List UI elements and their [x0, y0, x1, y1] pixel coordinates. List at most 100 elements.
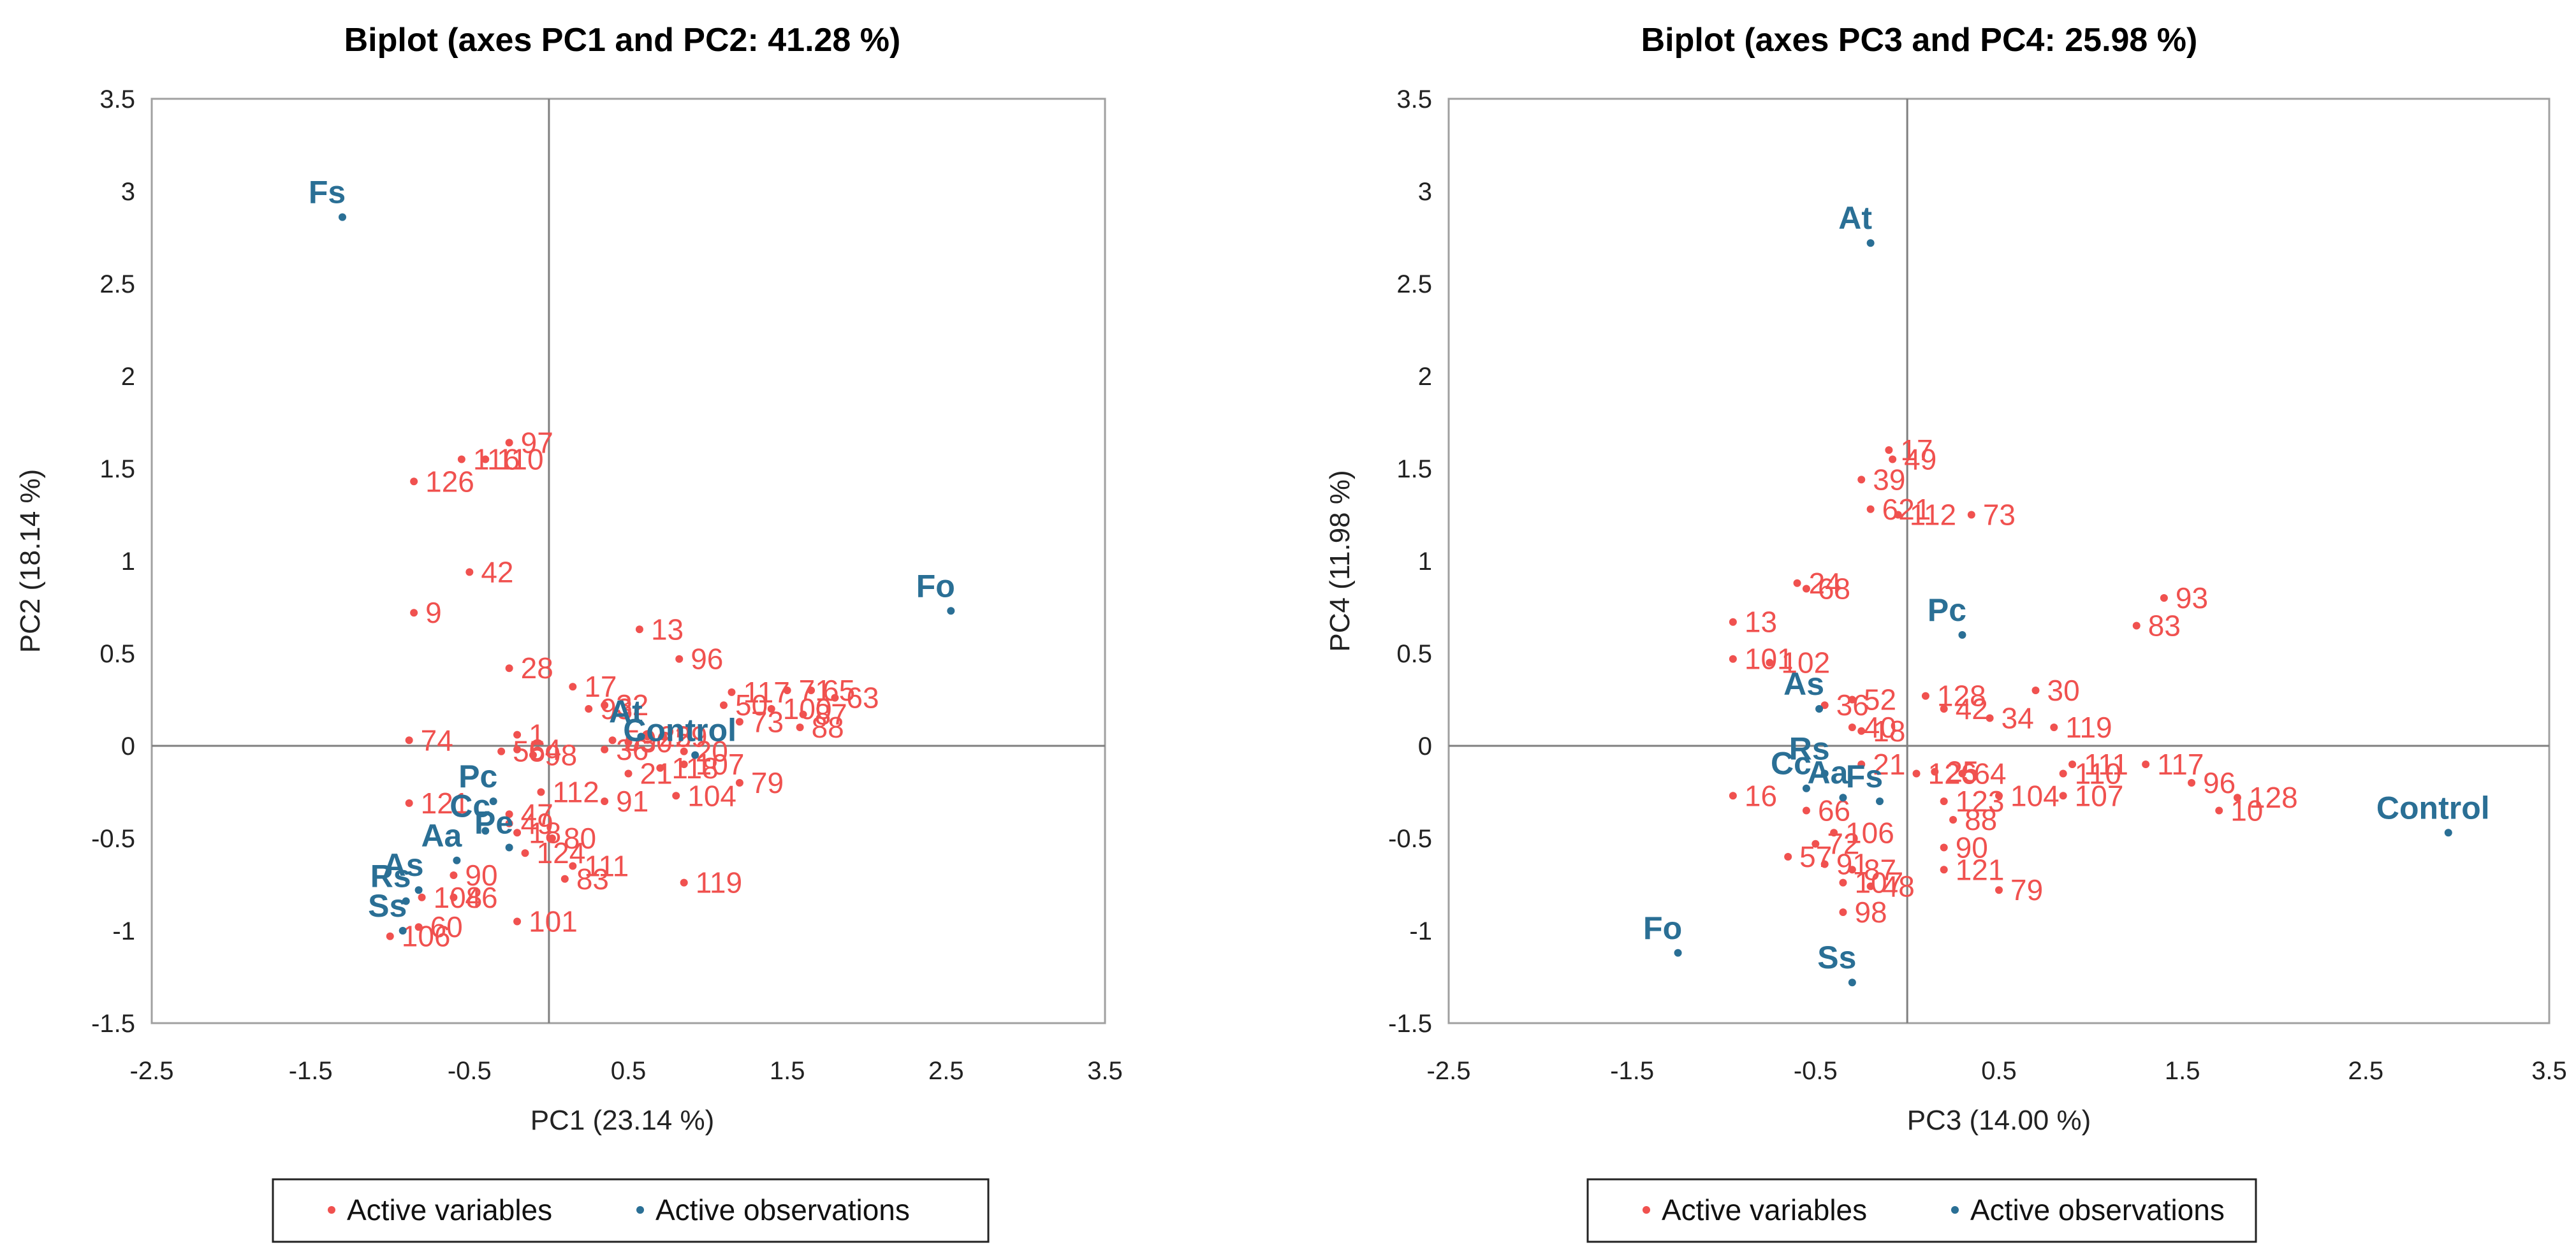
variable-point [656, 764, 664, 772]
observation-point [2444, 829, 2452, 837]
observation-label: Cc [1771, 746, 1811, 782]
variable-label: 111 [584, 850, 629, 883]
legend: Active variables Active observations [272, 1178, 990, 1243]
observation-label: Ss [368, 888, 407, 924]
x-tick-label: 3.5 [1087, 1057, 1123, 1085]
observation-point [1802, 784, 1810, 792]
variable-point [1986, 714, 1994, 722]
y-tick-label: 0 [1418, 732, 1432, 760]
variable-point [405, 799, 413, 807]
variable-label: 48 [1882, 870, 1915, 903]
variable-point [2160, 594, 2168, 602]
biplot-pc1-pc2: Biplot (axes PC1 and PC2: 41.28 %) PC1 (… [15, 22, 1123, 1243]
variable-label: 57 [1799, 840, 1832, 873]
observation-point [489, 797, 497, 805]
variable-label: 64 [1973, 757, 2006, 790]
legend-marker-observations [636, 1206, 644, 1214]
variable-label: 49 [1904, 443, 1936, 476]
variable-label: 621 [1882, 493, 1931, 526]
variable-point [1857, 476, 1866, 484]
variable-label: 64 [529, 733, 561, 766]
variable-label: 93 [2176, 581, 2208, 615]
variable-point [1848, 724, 1856, 731]
variable-label: 10 [2230, 794, 2263, 827]
x-tick-label: 0.5 [611, 1057, 647, 1085]
variable-point [1889, 455, 1897, 463]
variable-point [1940, 866, 1948, 874]
x-tick-label: -0.5 [448, 1057, 492, 1085]
variable-label: 96 [691, 643, 723, 676]
legend: Active variables Active observations [1586, 1178, 2257, 1243]
variable-label: 73 [1983, 499, 2016, 532]
variable-label: 90 [465, 859, 497, 892]
variable-point [1729, 655, 1737, 663]
variable-label: 28 [521, 651, 553, 685]
variable-point [1802, 806, 1810, 815]
variable-label: 106 [402, 920, 451, 953]
x-tick-label: 2.5 [928, 1057, 964, 1085]
variable-point [2050, 724, 2058, 731]
y-tick-label: 2 [121, 363, 135, 391]
y-tick-label: 2.5 [99, 270, 135, 298]
observation-point [505, 843, 513, 852]
variable-label: 32 [616, 688, 648, 722]
observation-point [1820, 769, 1829, 778]
variable-point [601, 701, 609, 710]
variable-point [1940, 797, 1948, 805]
observation-label: Control [623, 713, 736, 748]
variable-point [680, 747, 688, 755]
variable-point [659, 732, 668, 741]
variable-point [1811, 840, 1820, 848]
observation-point [1866, 239, 1875, 247]
x-tick-label: -2.5 [1427, 1057, 1471, 1085]
variable-label: 100 [783, 692, 832, 725]
variable-label: 24 [1809, 567, 1841, 600]
variable-point [513, 731, 522, 739]
variable-label: 128 [2249, 781, 2298, 814]
variable-point [675, 655, 684, 663]
legend-label-variables: Active variables [347, 1193, 552, 1226]
variable-point [2142, 760, 2150, 768]
y-tick-label: 0.5 [1396, 640, 1432, 668]
variable-point [513, 745, 522, 753]
variable-point [735, 779, 743, 787]
variable-point [1940, 705, 1948, 713]
variable-point [1866, 882, 1875, 891]
observation-label: Ss [1817, 940, 1856, 975]
observation-point [637, 732, 645, 741]
variable-point [569, 862, 577, 870]
variable-label: 106 [1845, 816, 1894, 849]
variable-label: 79 [2010, 873, 2043, 906]
legend-marker-observations [1951, 1206, 1959, 1214]
y-tick-label: -0.5 [1388, 825, 1432, 853]
legend-box [1586, 1178, 2257, 1243]
y-axis-title: PC2 (18.14 %) [15, 469, 46, 653]
variable-label: 20 [696, 735, 728, 768]
variable-point [1912, 769, 1921, 778]
variable-point [1839, 908, 1847, 916]
variable-point [2132, 622, 2141, 630]
variable-point [1766, 659, 1774, 667]
variable-label: 21 [1873, 748, 1905, 781]
variable-label: 104 [2010, 779, 2060, 812]
y-tick-label: -1 [112, 917, 135, 945]
y-tick-label: -1.5 [1388, 1010, 1432, 1038]
variable-label: 88 [1965, 803, 1997, 836]
variable-label: 50 [735, 688, 768, 722]
legend-marker-variables [328, 1206, 335, 1214]
variable-label: 1 [529, 718, 545, 752]
variable-label: 107 [2075, 779, 2124, 812]
variable-label: 42 [481, 555, 513, 588]
variable-label: 108 [434, 881, 483, 914]
variable-point [601, 797, 609, 805]
variable-label: 111 [2084, 748, 2128, 781]
variable-point [720, 701, 728, 710]
x-tick-label: -0.5 [1794, 1057, 1838, 1085]
y-tick-label: 3 [121, 178, 135, 206]
variable-point [1820, 701, 1829, 710]
observation-point [1958, 631, 1966, 639]
variable-point [680, 760, 688, 768]
variable-point [1802, 585, 1810, 593]
variable-label: 83 [2148, 609, 2181, 643]
